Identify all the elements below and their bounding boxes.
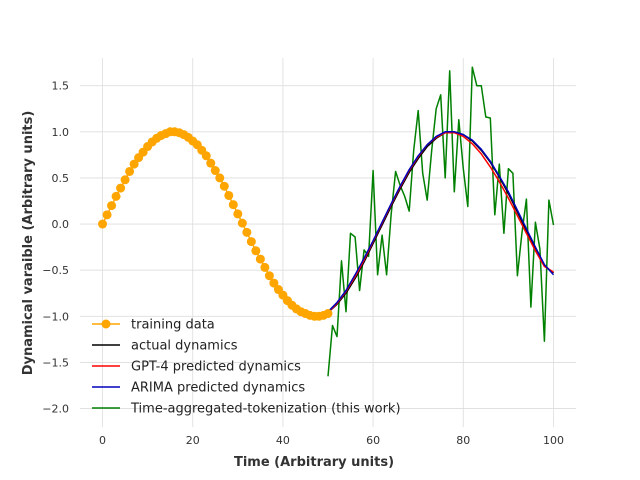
- x-tick-label: 80: [456, 434, 470, 447]
- data-point: [107, 201, 117, 211]
- x-tick-label: 20: [186, 434, 200, 447]
- legend-label: ARIMA predicted dynamics: [131, 381, 305, 396]
- series-4: [327, 66, 555, 377]
- data-point: [111, 191, 121, 201]
- data-point: [260, 262, 270, 272]
- legend-entry: training data: [92, 318, 215, 333]
- data-point: [116, 183, 126, 193]
- series-3: [327, 131, 555, 313]
- series-line: [327, 66, 555, 377]
- grid: [80, 58, 576, 427]
- series-1: [327, 131, 554, 314]
- legend-entry: actual dynamics: [92, 339, 238, 354]
- data-point: [246, 237, 256, 247]
- series-0: [98, 127, 333, 321]
- legend-entry: ARIMA predicted dynamics: [92, 381, 305, 396]
- data-point: [210, 166, 220, 176]
- legend-label: training data: [131, 318, 215, 333]
- x-tick-label: 0: [99, 434, 106, 447]
- legend: training data actual dynamics GPT-4 predic…: [92, 318, 401, 417]
- data-point: [129, 159, 139, 169]
- data-point: [224, 190, 234, 200]
- data-point: [237, 218, 247, 228]
- data-point: [228, 200, 238, 210]
- x-tick-label: 100: [543, 434, 564, 447]
- y-tick-label: −0.5: [42, 264, 69, 277]
- legend-label: Time-aggregated-tokenization (this work): [130, 402, 401, 417]
- y-tick-label: 1.0: [52, 126, 70, 139]
- data-point: [242, 227, 252, 237]
- data-point: [215, 173, 225, 183]
- y-axis-label: Dynamical varaible (Arbitrary units): [21, 111, 36, 376]
- legend-entry: Time-aggregated-tokenization (this work): [92, 402, 401, 417]
- x-axis-label: Time (Arbitrary units): [234, 455, 394, 470]
- data-point: [269, 278, 279, 288]
- data-point: [201, 151, 211, 161]
- data-point: [219, 181, 229, 191]
- y-tick-label: 0.5: [52, 172, 70, 185]
- plot-area: [98, 66, 555, 377]
- data-point: [323, 309, 333, 319]
- data-point: [264, 271, 274, 281]
- y-tick-label: −1.0: [42, 310, 69, 323]
- axis-ticks: 0 20 40 60 80 100 −2.0 −1.5 −1.0 −0.5 0.0 0.5 1.0 1.5: [42, 80, 564, 447]
- series-line: [327, 131, 554, 314]
- data-point: [206, 158, 216, 168]
- series-line: [327, 131, 554, 314]
- y-tick-label: 0.0: [52, 218, 70, 231]
- data-point: [125, 166, 135, 176]
- series-2: [327, 131, 554, 314]
- data-point: [120, 175, 130, 185]
- legend-marker: [101, 319, 111, 329]
- data-point: [255, 254, 265, 264]
- data-point: [102, 210, 112, 220]
- legend-label: GPT-4 predicted dynamics: [131, 360, 301, 375]
- y-tick-label: −1.5: [42, 356, 69, 369]
- data-point: [98, 219, 108, 229]
- data-point: [233, 209, 243, 219]
- legend-label: actual dynamics: [131, 339, 238, 354]
- data-point: [251, 246, 261, 256]
- y-tick-label: −2.0: [42, 403, 69, 416]
- x-tick-label: 40: [276, 434, 290, 447]
- legend-entry: GPT-4 predicted dynamics: [92, 360, 301, 375]
- x-tick-label: 60: [366, 434, 380, 447]
- y-tick-label: 1.5: [52, 80, 70, 93]
- series-line: [327, 131, 555, 313]
